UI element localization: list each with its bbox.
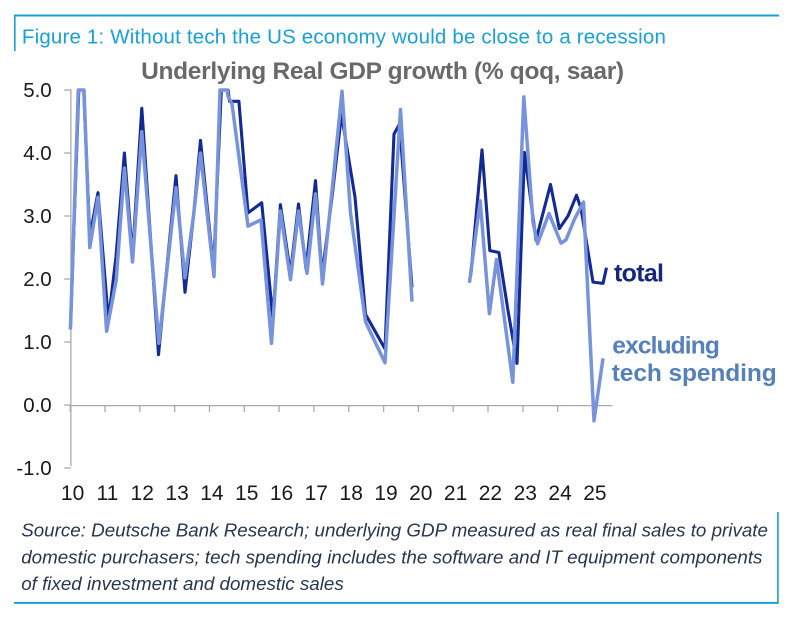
svg-text:Source: Deutsche Bank Research: Source: Deutsche Bank Research; underlyi… [21, 520, 768, 541]
svg-text:13: 13 [165, 482, 188, 505]
svg-text:4.0: 4.0 [23, 142, 52, 165]
svg-text:23: 23 [514, 482, 537, 505]
svg-text:15: 15 [235, 482, 258, 505]
svg-text:19: 19 [374, 482, 397, 505]
svg-text:tech spending: tech spending [612, 360, 777, 387]
svg-text:domestic purchasers; tech spen: domestic purchasers; tech spending inclu… [21, 546, 762, 567]
svg-text:Figure 1: Without tech the US: Figure 1: Without tech the US economy wo… [22, 26, 666, 49]
svg-text:25: 25 [583, 482, 606, 505]
svg-text:17: 17 [305, 482, 328, 505]
svg-text:20: 20 [409, 482, 432, 505]
svg-text:3.0: 3.0 [23, 205, 52, 228]
svg-text:0.0: 0.0 [23, 394, 52, 417]
svg-text:of fixed investment and domest: of fixed investment and domestic sales [21, 573, 344, 594]
svg-text:10: 10 [61, 482, 84, 505]
svg-text:12: 12 [131, 482, 154, 505]
svg-text:21: 21 [444, 482, 467, 505]
svg-text:14: 14 [200, 482, 224, 505]
svg-text:Underlying Real GDP growth (%: Underlying Real GDP growth (% qoq, saar) [141, 58, 624, 85]
svg-text:total: total [614, 259, 664, 287]
svg-text:22: 22 [479, 482, 502, 505]
svg-text:18: 18 [340, 482, 363, 505]
svg-text:excluding: excluding [612, 333, 720, 360]
svg-text:5.0: 5.0 [23, 79, 52, 102]
svg-text:1.0: 1.0 [23, 331, 52, 354]
svg-text:24: 24 [548, 482, 572, 505]
svg-text:16: 16 [270, 482, 293, 505]
svg-text:-1.0: -1.0 [16, 457, 51, 480]
svg-text:2.0: 2.0 [23, 268, 52, 291]
svg-text:11: 11 [96, 482, 118, 505]
